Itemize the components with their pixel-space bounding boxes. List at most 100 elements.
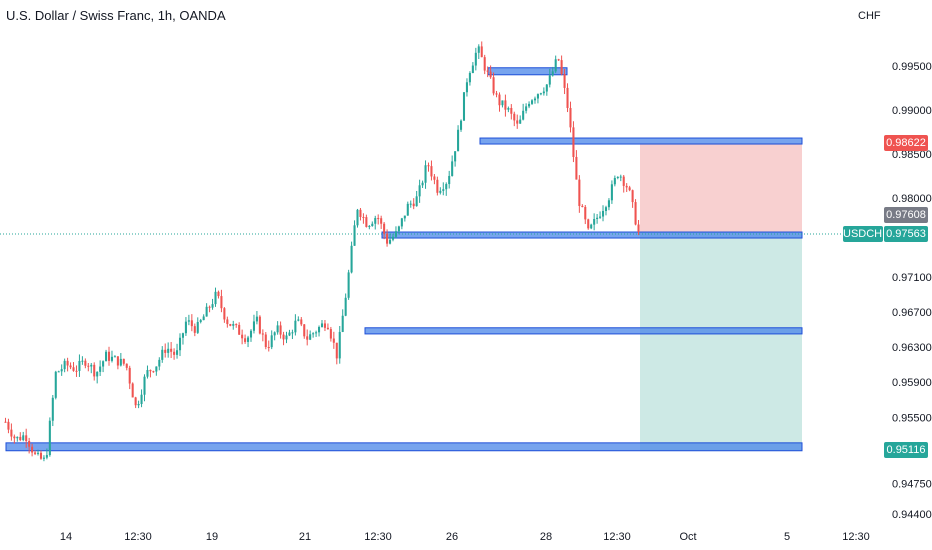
candle-body xyxy=(587,219,590,229)
zone-lower xyxy=(364,327,803,335)
candle-body xyxy=(498,94,501,106)
candle-body xyxy=(619,176,622,178)
candle-body xyxy=(255,316,258,322)
candle-body xyxy=(34,452,37,454)
candle-body xyxy=(294,320,297,333)
candle-body xyxy=(578,179,581,206)
candle-body xyxy=(48,420,51,456)
candle-body xyxy=(439,190,442,193)
candle-body xyxy=(96,371,99,377)
candle-body xyxy=(510,107,513,114)
chart-title: U.S. Dollar / Swiss Franc, 1h, OANDA xyxy=(6,8,226,23)
candle-body xyxy=(341,315,344,332)
candle-body xyxy=(601,210,605,217)
candle-body xyxy=(75,370,78,372)
symbol-label: USDCHF xyxy=(843,226,889,242)
candle-body xyxy=(610,184,613,201)
candle-body xyxy=(63,360,66,370)
candle-body xyxy=(36,452,40,454)
candle-body xyxy=(495,93,498,95)
candle-body xyxy=(167,348,170,353)
candle-body xyxy=(66,360,69,366)
candle-body xyxy=(347,272,350,298)
candle-body xyxy=(279,325,282,335)
candle-body xyxy=(187,320,190,322)
price-tick: 0.98000 xyxy=(892,193,932,205)
candle-body xyxy=(356,209,359,226)
candle-body xyxy=(338,331,341,359)
candle-body xyxy=(244,338,247,342)
candle-body xyxy=(377,218,380,220)
candle-body xyxy=(424,165,427,183)
candle-body xyxy=(19,436,22,441)
price-tick: 0.95500 xyxy=(892,412,932,424)
candle-body xyxy=(459,120,463,130)
candle-body xyxy=(303,324,306,337)
candle-body xyxy=(72,367,75,371)
price-tick: 0.97100 xyxy=(892,272,932,284)
candle-body xyxy=(501,100,504,106)
candle-body xyxy=(110,356,114,361)
candle-body xyxy=(184,321,187,334)
candle-body xyxy=(483,57,486,71)
candle-body xyxy=(264,334,267,347)
candle-body xyxy=(193,326,196,333)
candle-body xyxy=(102,361,105,367)
candle-body xyxy=(276,325,279,333)
candle-body xyxy=(507,107,510,110)
time-tick: 28 xyxy=(540,531,552,543)
candle-body xyxy=(223,308,226,320)
candle-body xyxy=(616,176,619,178)
candle-body xyxy=(143,376,146,395)
candle-body xyxy=(247,337,250,342)
price-tick: 0.96700 xyxy=(892,307,932,319)
candle-body xyxy=(593,219,596,225)
candle-body xyxy=(489,71,492,78)
candle-body xyxy=(631,190,634,203)
candle-body xyxy=(90,364,93,367)
candle-body xyxy=(205,306,208,317)
candle-body xyxy=(273,332,276,336)
zone-resistance xyxy=(479,137,803,145)
candle-body xyxy=(105,351,108,362)
candle-body xyxy=(522,110,525,120)
candle-body xyxy=(332,338,335,343)
candle-body xyxy=(261,333,264,335)
candle-body xyxy=(285,335,288,340)
candle-body xyxy=(513,113,516,121)
candle-body xyxy=(25,435,28,442)
candle-body xyxy=(158,359,161,367)
candle-body xyxy=(176,350,179,355)
candle-body xyxy=(454,151,457,162)
candle-body xyxy=(267,346,270,348)
candle-body xyxy=(297,319,300,321)
candle-body xyxy=(584,206,587,220)
candle-body xyxy=(87,365,90,367)
candle-body xyxy=(45,455,48,458)
candle-body xyxy=(78,360,81,371)
time-tick: 19 xyxy=(206,531,218,543)
candle-body xyxy=(309,334,312,340)
time-axis: 14 12:30 19 21 12:30 26 28 12:30 Oct 5 12:30 xyxy=(60,531,870,543)
candle-body xyxy=(119,358,122,366)
candle-body xyxy=(415,196,418,207)
candle-body xyxy=(249,330,253,338)
candle-body xyxy=(451,161,454,176)
take-profit-box xyxy=(640,232,802,452)
candle-body xyxy=(226,319,229,325)
candle-body xyxy=(492,77,495,94)
candle-body xyxy=(137,404,140,406)
zone-support xyxy=(381,231,803,239)
candle-body xyxy=(572,127,575,157)
price-tick: 0.95900 xyxy=(892,377,932,389)
candle-body xyxy=(350,245,353,273)
candle-body xyxy=(409,203,412,205)
candle-body xyxy=(391,236,395,240)
candle-body xyxy=(371,223,374,227)
candle-body xyxy=(465,82,468,93)
candle-body xyxy=(7,421,10,430)
candle-body xyxy=(539,93,542,95)
current-price-label: 0.97563 xyxy=(884,226,928,242)
candle-body xyxy=(113,356,116,358)
